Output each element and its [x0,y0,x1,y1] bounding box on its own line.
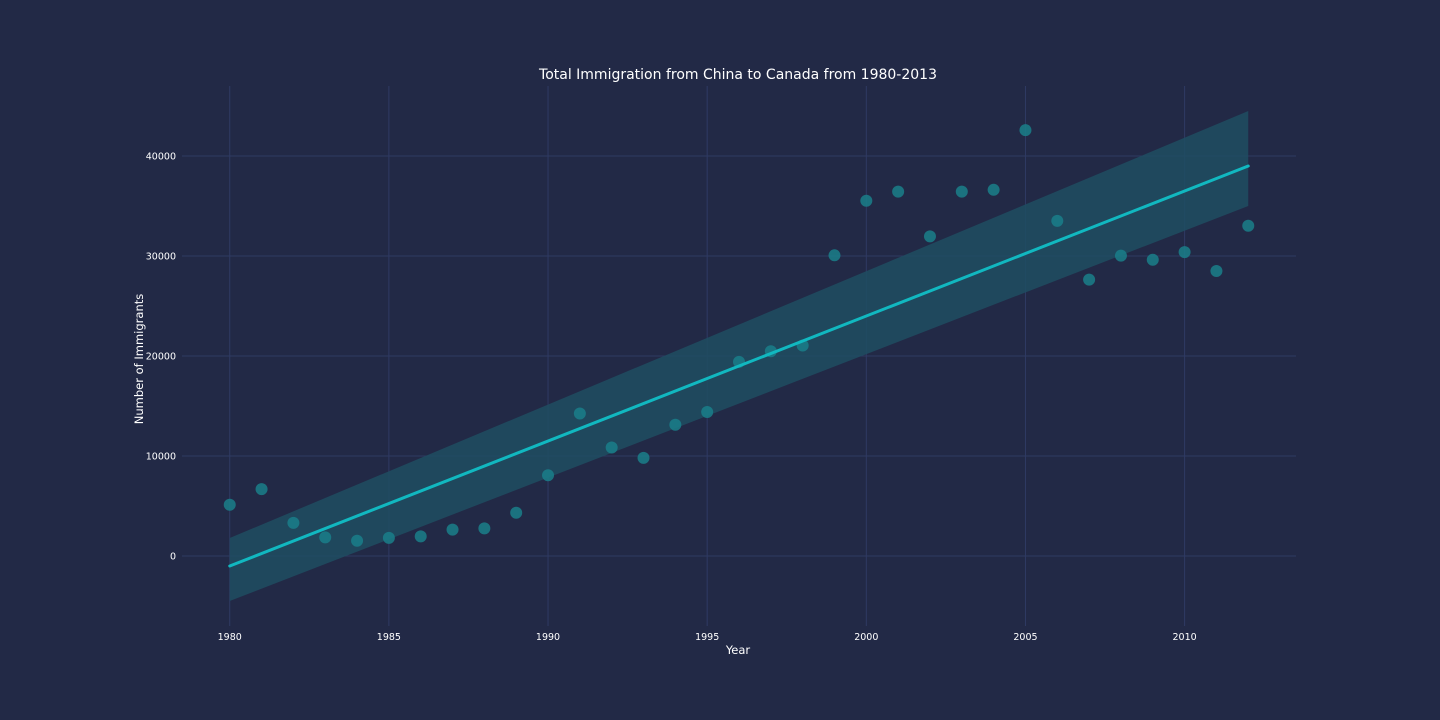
data-point [255,483,268,496]
data-point [828,249,841,262]
chart-title: Total Immigration from China to Canada f… [538,67,937,83]
y-tick-label: 10000 [146,452,176,463]
data-point [1178,246,1191,259]
data-point [542,469,555,482]
x-tick-label: 2010 [1173,632,1197,643]
x-tick-label: 1985 [377,632,401,643]
data-point [955,185,968,198]
data-point [287,516,300,529]
x-tick-labels: 1980 1985 1990 1995 2000 2005 2010 [218,632,1197,643]
x-tick-label: 2000 [854,632,878,643]
data-point [1019,124,1032,137]
regression-line [228,164,1250,568]
y-tick-label: 0 [170,552,176,563]
data-point [1083,273,1096,286]
data-point [701,406,714,419]
y-tick-labels: 0 10000 20000 30000 40000 [146,152,176,563]
data-point [605,441,618,454]
x-axis-label: Year [725,643,751,657]
data-point [1210,264,1223,277]
data-point [923,230,936,243]
y-axis-label: Number of Immigrants [132,294,146,424]
data-point [637,451,650,464]
data-point [319,531,332,544]
data-point [1051,214,1064,227]
data-point [892,185,905,198]
data-points [223,124,1255,547]
data-point [223,498,236,511]
data-point [446,523,459,536]
data-point [1146,253,1159,266]
y-tick-label: 20000 [146,352,176,363]
x-tick-label: 2005 [1013,632,1037,643]
data-point [669,418,682,431]
trend-line [228,164,1250,568]
data-point [414,530,427,543]
data-point [351,534,364,547]
data-point [478,522,491,535]
x-tick-label: 1980 [218,632,242,643]
data-point [1242,219,1255,232]
data-point [382,531,395,544]
x-tick-label: 1990 [536,632,560,643]
data-point [1114,249,1127,262]
data-point [573,407,586,420]
y-tick-label: 30000 [146,252,176,263]
data-point [987,183,1000,196]
y-tick-label: 40000 [146,152,176,163]
x-tick-label: 1995 [695,632,719,643]
data-point [510,506,523,519]
data-point [860,194,873,207]
grid-lines [182,86,1296,626]
